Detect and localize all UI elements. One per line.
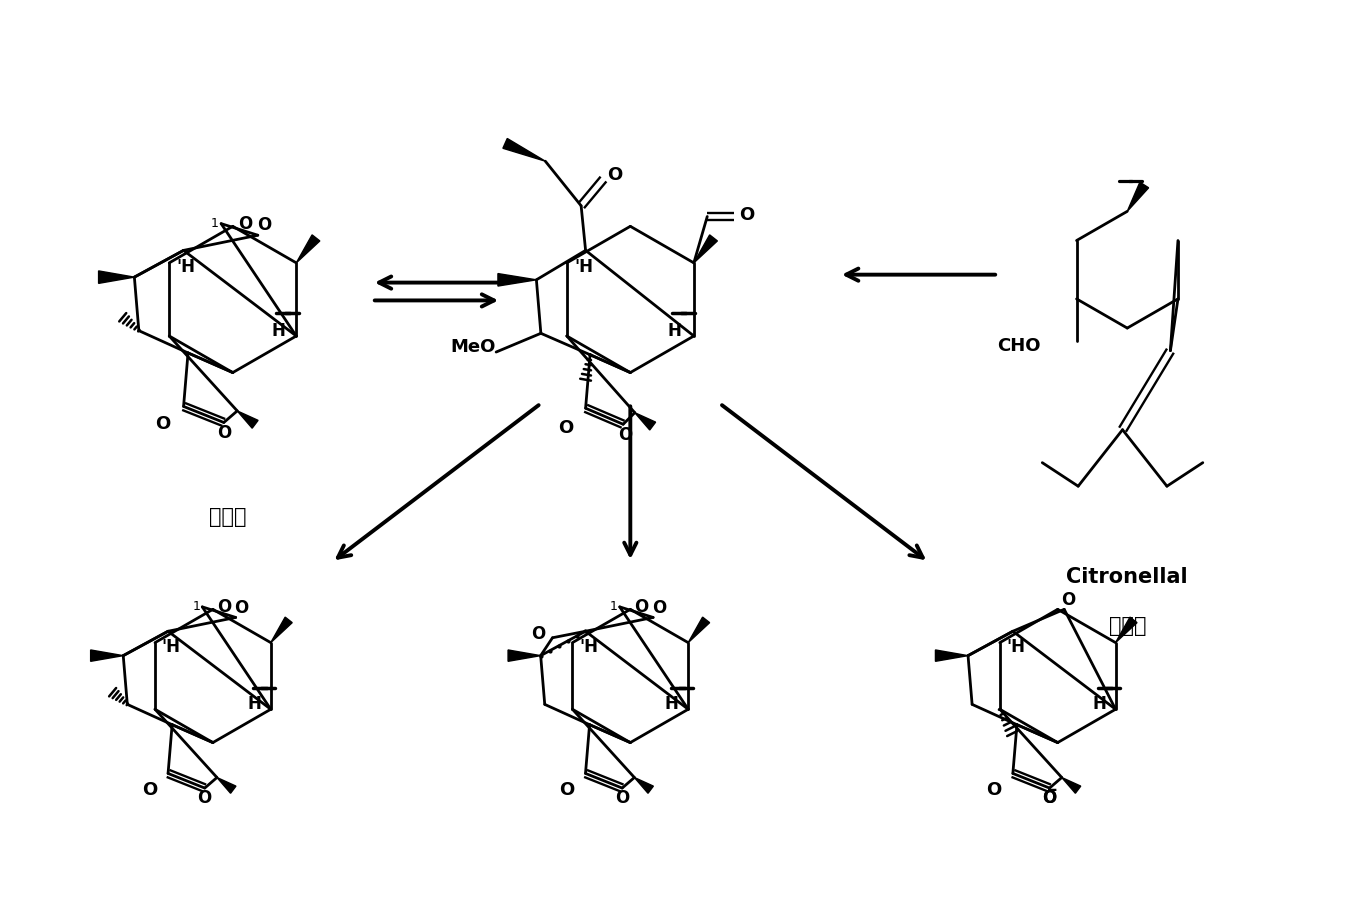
Text: O: O [142, 781, 157, 799]
Polygon shape [689, 617, 709, 643]
Text: CHO: CHO [997, 337, 1041, 355]
Polygon shape [296, 235, 319, 263]
Polygon shape [271, 617, 292, 643]
Text: O̅: O̅ [1042, 789, 1057, 807]
Text: O: O [607, 165, 623, 183]
Polygon shape [217, 777, 236, 794]
Polygon shape [90, 650, 123, 661]
Text: MeO: MeO [450, 338, 496, 356]
Text: H: H [666, 696, 679, 714]
Text: O: O [198, 789, 211, 807]
Polygon shape [237, 411, 258, 429]
Text: O: O [531, 625, 546, 643]
Text: O: O [256, 215, 271, 233]
Text: O: O [155, 415, 170, 433]
Text: 青蒿素: 青蒿素 [209, 508, 247, 528]
Text: O: O [239, 214, 252, 232]
Text: O: O [558, 419, 573, 437]
Text: 香茅醛: 香茅醛 [1109, 617, 1146, 637]
Text: O: O [235, 598, 248, 617]
Text: 'H: 'H [1007, 637, 1026, 656]
Polygon shape [498, 273, 536, 286]
Polygon shape [503, 139, 546, 162]
Polygon shape [634, 777, 653, 794]
Text: O: O [217, 424, 231, 442]
Polygon shape [634, 412, 656, 430]
Text: O: O [618, 426, 632, 444]
Text: O: O [615, 789, 629, 807]
Text: 1: 1 [211, 217, 218, 230]
Polygon shape [1061, 777, 1080, 794]
Text: H: H [271, 321, 285, 340]
Text: O: O [634, 597, 649, 616]
Polygon shape [98, 271, 135, 283]
Text: H: H [247, 696, 262, 714]
Text: H: H [667, 321, 681, 340]
Text: O: O [559, 781, 574, 799]
Text: Citronellal: Citronellal [1067, 567, 1188, 587]
Text: 'H: 'H [161, 637, 180, 656]
Text: 1: 1 [192, 600, 201, 614]
Text: O: O [739, 206, 754, 223]
Text: O: O [1061, 590, 1075, 608]
Text: 'H: 'H [578, 637, 597, 656]
Text: O: O [1042, 789, 1057, 807]
Polygon shape [694, 235, 717, 263]
Polygon shape [936, 650, 968, 661]
Text: 'H: 'H [574, 259, 593, 276]
Polygon shape [507, 650, 540, 661]
Polygon shape [1127, 183, 1148, 212]
Text: 1: 1 [610, 600, 618, 614]
Text: 'H: 'H [176, 259, 195, 276]
Text: O: O [652, 598, 666, 617]
Text: O: O [217, 597, 232, 616]
Polygon shape [1116, 617, 1138, 643]
Text: H: H [1093, 696, 1106, 714]
Text: O: O [986, 781, 1001, 799]
